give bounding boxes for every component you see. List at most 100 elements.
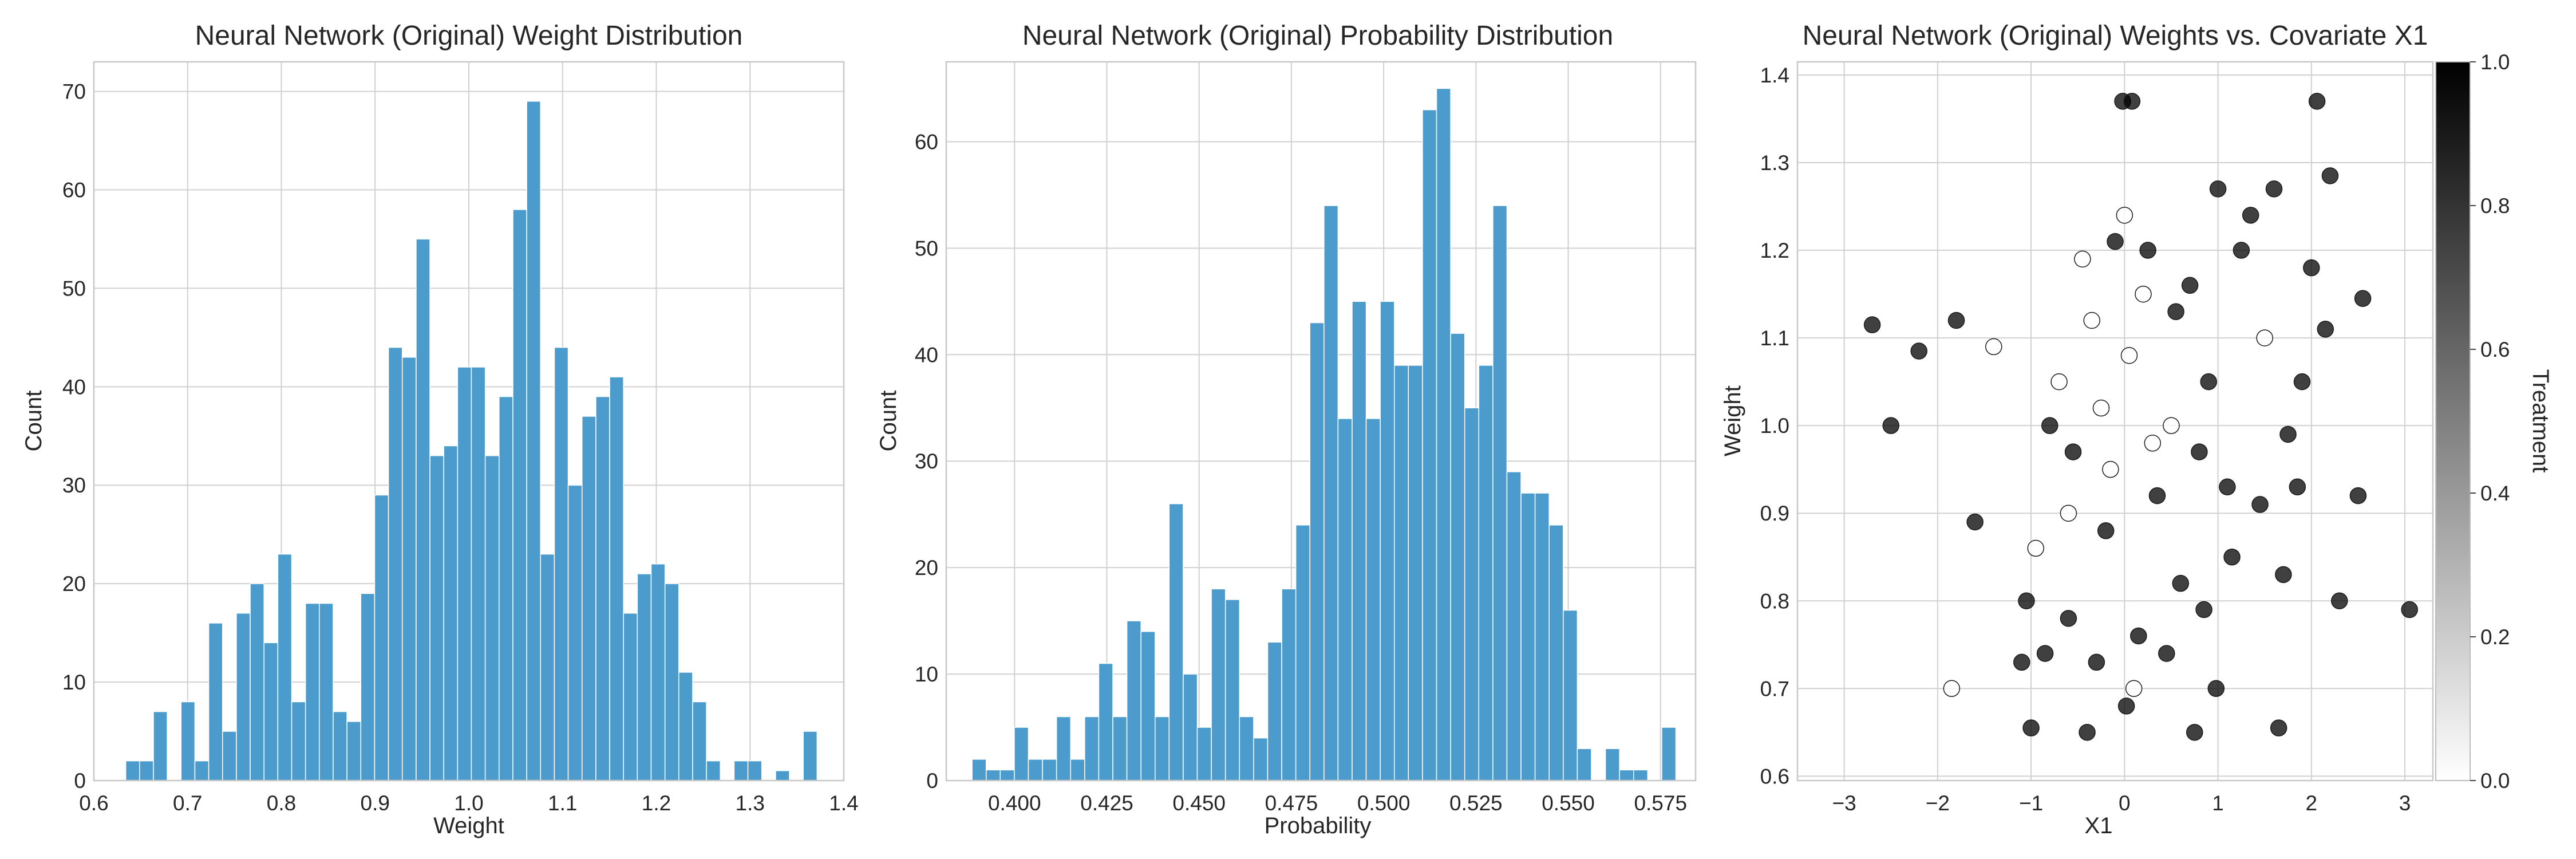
weight-histogram-bar: [471, 367, 486, 781]
probability-histogram-x-tick-label: 0.475: [1265, 791, 1318, 815]
probability-histogram-bar: [1140, 631, 1156, 781]
scatter-point: [2270, 719, 2287, 736]
scatter-point: [2401, 601, 2418, 618]
weight-histogram-bar: [263, 642, 279, 781]
scatter-y-tick-label: 1.3: [1760, 151, 1789, 175]
probability-histogram-bar: [1224, 599, 1240, 781]
probability-histogram-y-tick-label: 20: [915, 556, 938, 580]
weight-histogram-frame: [93, 61, 845, 782]
probability-histogram-x-label: Probability: [1265, 813, 1372, 838]
weight-histogram-bar: [277, 553, 293, 781]
probability-histogram-bar: [1577, 748, 1592, 781]
weight-histogram-bar: [250, 583, 264, 781]
probability-histogram-bar: [1267, 641, 1282, 781]
weight-histogram-y-tick-label: 0: [74, 769, 86, 793]
scatter-y-ticks: 0.6 0.7 0.8 0.9 1.0 1.1 1.2 1.3 1.4: [1760, 64, 1789, 788]
weight-histogram-bar: [416, 238, 430, 781]
weight-histogram-bar: [637, 573, 652, 781]
scatter-frame: [1796, 61, 2434, 782]
probability-histogram-frame: [945, 61, 1697, 782]
weight-histogram-y-label: Count: [21, 391, 46, 452]
scatter-point: [2102, 460, 2119, 478]
probability-histogram-bar: [1422, 109, 1437, 781]
scatter-x-ticks: −3 −2 −1 0 1 2 3: [1832, 791, 2411, 815]
colorbar-label: Treatment: [2528, 369, 2553, 473]
weight-histogram-bar: [706, 760, 721, 781]
weight-histogram-bar: [374, 494, 389, 781]
probability-histogram-bar: [1098, 663, 1113, 781]
weight-histogram-x-tick-label: 1.1: [548, 791, 577, 815]
scatter-point: [2060, 505, 2077, 522]
scatter-x-label: X1: [2085, 813, 2113, 838]
scatter-y-tick-label: 0.7: [1760, 677, 1789, 700]
scatter-point: [2321, 167, 2339, 184]
scatter-point: [2060, 610, 2077, 627]
weight-histogram-bar: [733, 760, 749, 781]
scatter-point: [2279, 425, 2297, 443]
scatter-point: [2354, 290, 2372, 307]
weight-histogram-y-ticks: 0 10 20 30 40 50 60 70: [62, 80, 86, 793]
probability-histogram-x-tick-label: 0.450: [1172, 791, 1226, 815]
scatter-point: [2117, 698, 2135, 715]
probability-histogram-bar: [1633, 769, 1649, 781]
probability-histogram-bar: [1042, 759, 1057, 781]
colorbar-tick-label: 0.2: [2480, 625, 2510, 649]
weight-histogram-y-tick-label: 50: [62, 277, 86, 300]
weight-histogram-bar: [512, 209, 527, 781]
weight-histogram-bar: [499, 396, 513, 781]
scatter-x-tick-label: 2: [2306, 791, 2318, 815]
weight-histogram-y-tick-label: 20: [62, 572, 86, 596]
weight-histogram-x-ticks: 0.6 0.7 0.8 0.9 1.0 1.1 1.2 1.3 1.4: [79, 791, 858, 815]
scatter-point: [2265, 180, 2283, 198]
colorbar-tick-label: 0.4: [2480, 482, 2510, 505]
probability-histogram-bars: [971, 88, 1677, 781]
weight-histogram-bar: [333, 711, 347, 781]
scatter-point: [1910, 342, 1927, 360]
weight-histogram-y-tick-label: 10: [62, 671, 86, 694]
scatter-point: [2092, 399, 2110, 417]
scatter-point: [2144, 435, 2162, 452]
scatter-point: [2317, 321, 2334, 338]
scatter-point: [2200, 373, 2217, 391]
weight-histogram-bar: [623, 612, 638, 781]
probability-histogram-bar: [1450, 333, 1465, 781]
weight-histogram-bar: [609, 376, 624, 781]
weight-histogram-bar: [692, 701, 707, 781]
weight-histogram-bar: [180, 701, 196, 781]
weight-histogram-bar: [775, 770, 790, 781]
weight-histogram-panel: Neural Network (Original) Weight Distrib…: [21, 21, 859, 838]
scatter-point: [1985, 338, 2002, 356]
scatter-y-tick-label: 1.4: [1760, 64, 1789, 87]
probability-histogram-bar: [1056, 716, 1071, 781]
scatter-y-tick-label: 1.2: [1760, 239, 1789, 262]
scatter-y-label: Weight: [1720, 385, 1745, 456]
weight-histogram-bar: [526, 101, 542, 781]
weight-histogram-bar: [401, 357, 417, 781]
scatter-point: [2050, 373, 2068, 391]
scatter-point: [2158, 645, 2175, 662]
probability-histogram-y-tick-label: 30: [915, 450, 938, 473]
scatter-point: [2331, 592, 2348, 609]
weight-histogram-bar: [388, 346, 403, 781]
weight-histogram-bar: [153, 711, 168, 781]
probability-histogram-bar: [1323, 205, 1339, 781]
scatter-point: [2088, 653, 2105, 671]
scatter-point: [2242, 207, 2259, 224]
probability-histogram-bar: [1126, 620, 1141, 781]
weight-histogram-bar: [664, 583, 679, 781]
scatter-point: [2172, 574, 2190, 592]
weight-histogram-bar: [319, 602, 334, 781]
weight-histogram-bar: [305, 602, 320, 781]
probability-histogram-bar: [1380, 301, 1395, 781]
scatter-point: [2275, 566, 2292, 584]
weight-histogram-bar: [678, 672, 693, 781]
scatter-y-tick-label: 1.1: [1760, 326, 1789, 350]
weight-histogram-y-tick-label: 40: [62, 375, 86, 399]
probability-histogram-bar: [1619, 769, 1634, 781]
scatter-point: [2219, 478, 2236, 496]
scatter-point: [2041, 417, 2059, 434]
weight-histogram-y-tick-label: 70: [62, 80, 86, 104]
colorbar-tick-label: 0.0: [2480, 769, 2510, 793]
scatter-point: [2120, 346, 2138, 364]
scatter-point: [2181, 277, 2199, 294]
